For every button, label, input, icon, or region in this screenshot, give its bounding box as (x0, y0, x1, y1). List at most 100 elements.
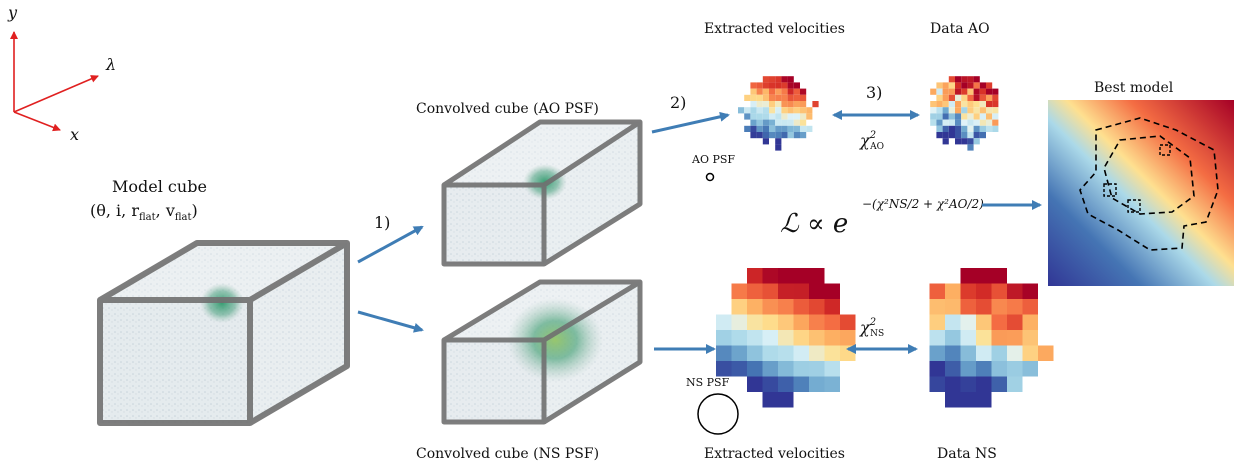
velocity-pixel (756, 119, 763, 126)
velocity-pixel (1007, 314, 1023, 330)
velocity-pixel (973, 132, 980, 139)
velocity-pixel (976, 361, 992, 377)
velocity-pixel (976, 392, 992, 408)
velocity-pixel (945, 299, 961, 315)
velocity-pixel (1007, 376, 1023, 392)
velocity-pixel (775, 88, 782, 95)
velocity-pixel (979, 82, 986, 89)
velocity-pixel (747, 330, 763, 346)
velocity-pixel (747, 361, 763, 377)
velocity-pixel (948, 88, 955, 95)
ns-psf-circle (697, 393, 739, 435)
step-2-label: 2) (670, 93, 686, 112)
velocity-pixel (973, 138, 980, 145)
velocity-pixel (942, 101, 949, 108)
velocity-pixel (976, 268, 992, 284)
velocity-pixel (787, 119, 794, 126)
velocity-pixel (775, 119, 782, 126)
velocity-pixel (762, 361, 778, 377)
velocity-pixel (961, 82, 968, 89)
velocity-pixel (787, 125, 794, 132)
velocity-pixel (781, 94, 788, 101)
velocity-pixel (945, 376, 961, 392)
velocity-pixel (806, 107, 813, 114)
velocity-pixel (787, 113, 794, 120)
velocity-pixel (976, 314, 992, 330)
velocity-pixel (781, 132, 788, 139)
velocity-pixel (979, 94, 986, 101)
velocity-pixel (930, 101, 937, 108)
ao-convolved-cube (441, 119, 643, 267)
velocity-pixel (762, 119, 769, 126)
velocity-pixel (769, 113, 776, 120)
velocity-pixel (986, 113, 993, 120)
velocity-pixel (979, 101, 986, 108)
velocity-pixel (809, 361, 825, 377)
velocity-pixel (991, 268, 1007, 284)
velocity-pixel (762, 268, 778, 284)
velocity-pixel (1007, 299, 1023, 315)
velocity-pixel (979, 113, 986, 120)
velocity-pixel (960, 314, 976, 330)
velocity-pixel (793, 314, 809, 330)
velocity-pixel (775, 113, 782, 120)
velocity-pixel (750, 119, 757, 126)
velocity-pixel (756, 82, 763, 89)
y-axis-label: y (7, 3, 18, 22)
velocity-pixel (936, 82, 943, 89)
velocity-pixel (778, 314, 794, 330)
velocity-pixel (961, 119, 968, 126)
velocity-pixel (731, 345, 747, 361)
velocity-pixel (762, 376, 778, 392)
velocity-pixel (762, 283, 778, 299)
velocity-pixel (762, 138, 769, 145)
velocity-pixel (800, 101, 807, 108)
best-model-label: Best model (1094, 80, 1174, 96)
velocity-pixel (800, 88, 807, 95)
velocity-pixel (750, 88, 757, 95)
velocity-pixel (973, 119, 980, 126)
velocity-pixel (762, 132, 769, 139)
velocity-pixel (744, 107, 751, 114)
velocity-pixel (961, 76, 968, 83)
velocity-pixel (738, 107, 745, 114)
ns-data-label: Data NS (937, 446, 997, 462)
velocity-pixel (762, 76, 769, 83)
model-cube-front (100, 300, 250, 423)
likelihood-formula: ℒ ∝ e −(χ²NS/2 + χ²AO/2) (780, 197, 984, 239)
velocity-pixel (1022, 361, 1038, 377)
velocity-pixel (976, 376, 992, 392)
velocity-pixel (793, 361, 809, 377)
model-cube-title: Model cube (112, 177, 207, 196)
velocity-pixel (961, 101, 968, 108)
velocity-pixel (1007, 345, 1023, 361)
velocity-pixel (936, 132, 943, 139)
velocity-pixel (800, 107, 807, 114)
velocity-pixel (716, 345, 732, 361)
model-cube-params: (θ, i, rflat, vflat) (90, 201, 198, 223)
velocity-pixel (960, 345, 976, 361)
velocity-pixel (992, 88, 999, 95)
velocity-pixel (973, 94, 980, 101)
velocity-pixel (750, 107, 757, 114)
velocity-pixel (762, 107, 769, 114)
velocity-pixel (787, 101, 794, 108)
velocity-pixel (973, 107, 980, 114)
arrow-to-ns-cube (357, 310, 424, 333)
velocity-pixel (967, 101, 974, 108)
velocity-pixel (840, 330, 856, 346)
velocity-pixel (936, 101, 943, 108)
velocity-pixel (769, 119, 776, 126)
velocity-pixel (929, 314, 945, 330)
velocity-pixel (961, 138, 968, 145)
velocity-pixel (960, 361, 976, 377)
velocity-pixel (942, 125, 949, 132)
velocity-pixel (955, 94, 962, 101)
velocity-pixel (955, 82, 962, 89)
velocity-pixel (787, 88, 794, 95)
velocity-pixel (979, 88, 986, 95)
velocity-pixel (731, 314, 747, 330)
velocity-pixel (747, 314, 763, 330)
velocity-pixel (976, 345, 992, 361)
arrow-to-ao-extracted (651, 111, 730, 134)
